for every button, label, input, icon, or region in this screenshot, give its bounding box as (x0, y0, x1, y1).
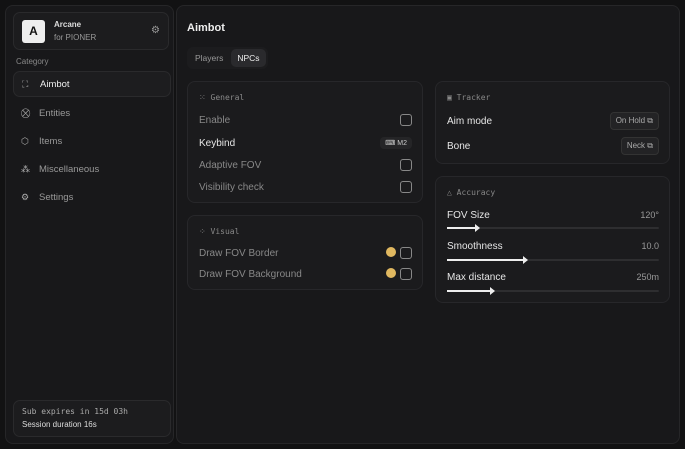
aim-mode-row: Aim mode On Hold ⧉ (447, 112, 659, 130)
tracker-icon: ▣ (447, 93, 457, 102)
keybind-button[interactable]: ⌨ M2 (380, 137, 412, 149)
fov-background-row: Draw FOV Background (199, 266, 412, 282)
sidebar-item-label: Settings (39, 191, 74, 203)
subscription-info: Sub expires in 15d 03h Session duration … (13, 400, 171, 437)
sidebar-item-label: Miscellaneous (39, 163, 100, 175)
keybind-row: Keybind ⌨ M2 (199, 135, 412, 151)
crosshair-icon: ⛶ (22, 78, 29, 89)
sub-expiry: Sub expires in 15d 03h (22, 407, 128, 416)
category-label: Category (16, 57, 49, 66)
session-duration: Session duration 16s (22, 420, 97, 429)
visibility-check-checkbox[interactable] (400, 181, 412, 193)
max-distance-slider[interactable] (447, 287, 659, 295)
sidebar-item-settings[interactable]: ⚙ Settings (13, 184, 171, 210)
misc-icon: ⁂ (21, 163, 30, 174)
target-tabs: Players NPCs (187, 47, 268, 69)
triangle-icon: △ (447, 188, 457, 197)
visual-header: ⁘ Visual (199, 227, 240, 236)
bone-row: Bone Neck ⧉ (447, 137, 659, 155)
smoothness-row: Smoothness 10.0 (447, 240, 659, 252)
enable-checkbox[interactable] (400, 114, 412, 126)
general-card: ⁙ General Enable Keybind ⌨ M2 Adaptive FO… (187, 81, 423, 203)
visual-icon: ⁘ (199, 227, 211, 236)
sidebar-item-entities[interactable]: ⛒ Entities (13, 100, 171, 126)
brand-card: A Arcane for PIONER ⚙ (13, 12, 169, 50)
gear-icon: ⚙ (21, 191, 30, 202)
sidebar-item-label: Aimbot (40, 78, 70, 90)
logo: A (22, 20, 45, 43)
adaptive-fov-row: Adaptive FOV (199, 157, 412, 173)
enable-row: Enable (199, 112, 412, 128)
color-picker[interactable] (386, 247, 396, 257)
tab-npcs[interactable]: NPCs (231, 49, 266, 67)
slider-fill (447, 256, 529, 264)
bone-select[interactable]: Neck ⧉ (620, 137, 659, 155)
tracker-header: ▣ Tracker (447, 93, 491, 102)
visibility-check-row: Visibility check (199, 179, 412, 195)
general-header: ⁙ General (199, 93, 245, 102)
brand-name: Arcane (54, 20, 82, 29)
sidebar-item-label: Entities (39, 107, 71, 119)
fov-size-row: FOV Size 120° (447, 209, 659, 221)
entities-icon: ⛒ (21, 107, 31, 118)
sidebar-item-miscellaneous[interactable]: ⁂ Miscellaneous (13, 156, 171, 182)
aim-mode-select[interactable]: On Hold ⧉ (609, 112, 659, 130)
main-panel: Aimbot Players NPCs ⁙ General Enable Key… (176, 5, 680, 444)
accuracy-card: △ Accuracy FOV Size 120° Smoothness 10.0 M… (435, 176, 670, 303)
fov-background-checkbox[interactable] (400, 268, 412, 280)
slider-fill (447, 287, 495, 295)
accuracy-header: △ Accuracy (447, 188, 496, 197)
sidebar-item-label: Items (39, 135, 63, 147)
color-picker[interactable] (386, 268, 396, 278)
grid-icon: ⁙ (199, 93, 211, 102)
visual-card: ⁘ Visual Draw FOV Border Draw FOV Backgr… (187, 215, 423, 290)
sidebar-item-items[interactable]: ⬡ Items (13, 128, 171, 154)
adaptive-fov-checkbox[interactable] (400, 159, 412, 171)
tracker-card: ▣ Tracker Aim mode On Hold ⧉ Bone Neck ⧉ (435, 81, 670, 164)
brand-subtitle: for PIONER (54, 33, 97, 42)
cube-icon: ⬡ (21, 135, 29, 146)
settings-icon[interactable]: ⚙ (151, 25, 160, 36)
smoothness-slider[interactable] (447, 256, 659, 264)
fov-size-slider[interactable] (447, 224, 659, 232)
page-title: Aimbot (187, 22, 225, 34)
fov-border-row: Draw FOV Border (199, 245, 412, 261)
sidebar-item-aimbot[interactable]: ⛶ Aimbot (13, 71, 171, 97)
tab-players[interactable]: Players (195, 53, 224, 63)
fov-border-checkbox[interactable] (400, 247, 412, 259)
max-distance-row: Max distance 250m (447, 271, 659, 283)
slider-fill (447, 224, 480, 232)
sidebar: A Arcane for PIONER ⚙ Category ⛶ Aimbot ⛒… (5, 5, 174, 444)
